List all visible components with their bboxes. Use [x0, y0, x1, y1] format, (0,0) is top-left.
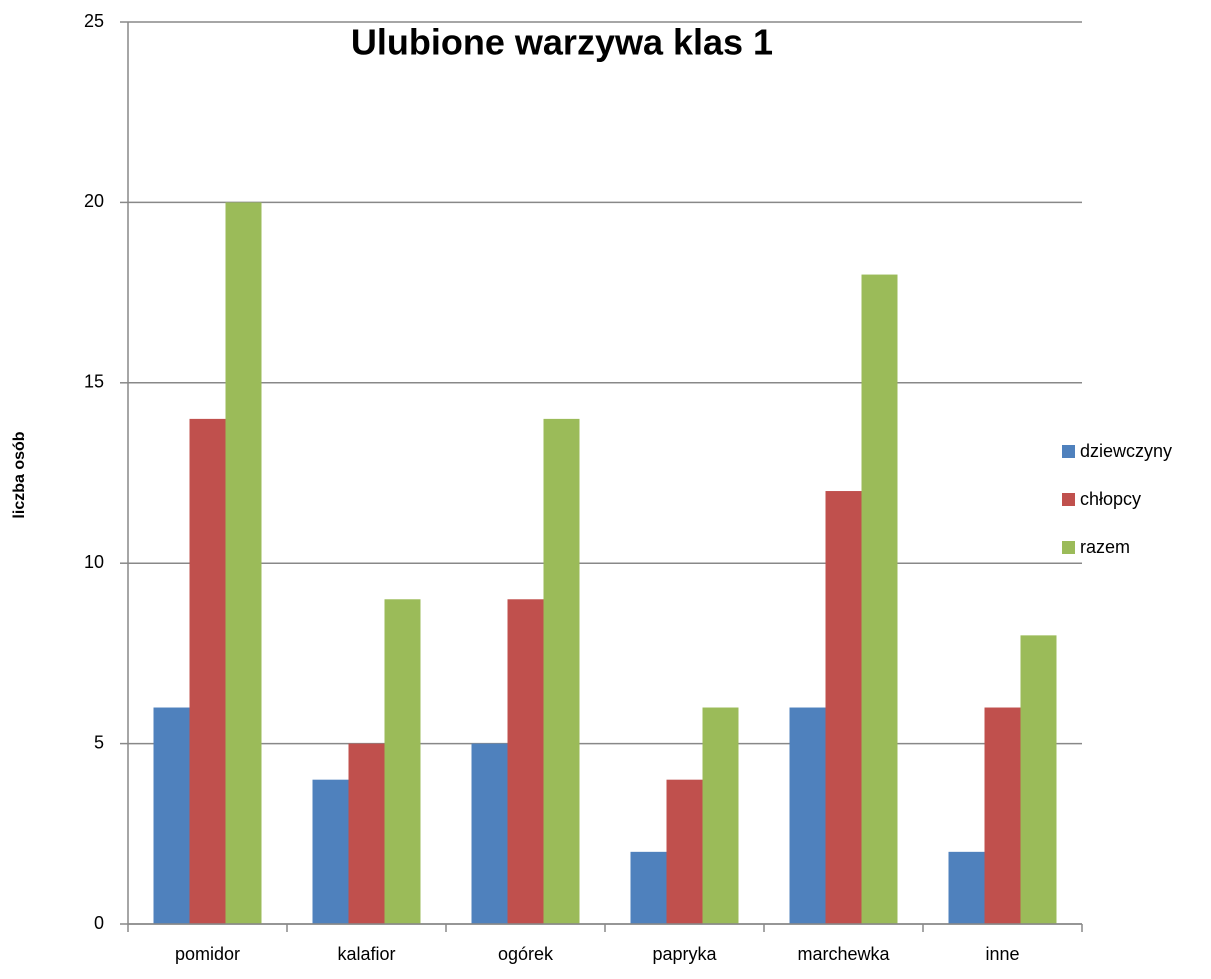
x-tick-label: kalafior: [337, 944, 395, 964]
y-tick-label: 5: [94, 732, 104, 752]
x-tick-label: papryka: [652, 944, 717, 964]
y-axis-label: liczba osób: [11, 431, 28, 518]
bar: [471, 743, 508, 924]
bar: [948, 851, 985, 924]
x-tick-label: pomidor: [175, 944, 240, 964]
y-tick-label: 20: [84, 191, 104, 211]
bar: [153, 707, 190, 924]
x-tick-label: ogórek: [498, 944, 554, 964]
bar: [384, 599, 421, 924]
x-tick-label: marchewka: [797, 944, 890, 964]
bar: [1020, 635, 1057, 924]
legend-swatch: [1062, 445, 1075, 458]
legend-label: chłopcy: [1080, 489, 1141, 509]
bar: [312, 779, 349, 924]
bar: [225, 202, 262, 924]
bar: [861, 274, 898, 924]
bar: [825, 491, 862, 924]
bar: [666, 779, 703, 924]
bar: [702, 707, 739, 924]
legend-swatch: [1062, 541, 1075, 554]
y-tick-label: 0: [94, 913, 104, 933]
x-tick-label: inne: [985, 944, 1019, 964]
bar: [630, 851, 667, 924]
chart-title: Ulubione warzywa klas 1: [351, 22, 773, 63]
bar: [789, 707, 826, 924]
bar: [348, 743, 385, 924]
legend-label: dziewczyny: [1080, 441, 1172, 461]
legend-swatch: [1062, 493, 1075, 506]
y-tick-label: 25: [84, 11, 104, 31]
bar: [189, 418, 226, 924]
y-tick-label: 15: [84, 372, 104, 392]
bar: [543, 418, 580, 924]
legend-label: razem: [1080, 537, 1130, 557]
bar: [984, 707, 1021, 924]
y-tick-label: 10: [84, 552, 104, 572]
bar: [507, 599, 544, 924]
